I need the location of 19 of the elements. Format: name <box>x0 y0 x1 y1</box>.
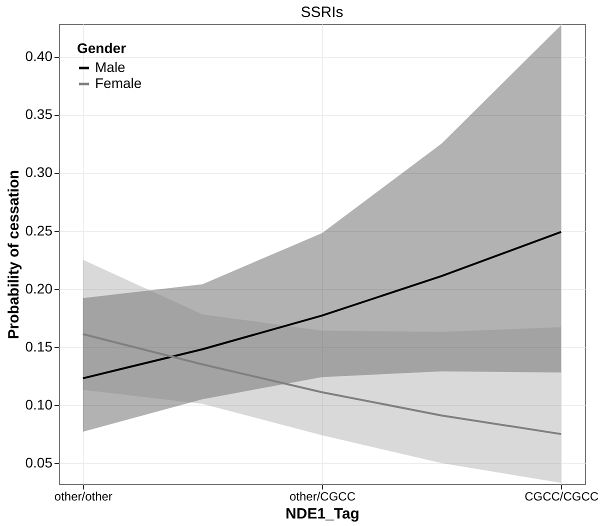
x-tick-label: other/other <box>54 490 112 504</box>
y-tick-label: 0.10 <box>25 396 53 413</box>
y-tick-label: 0.15 <box>25 338 53 354</box>
y-tick-label: 0.40 <box>25 48 53 64</box>
line-series <box>82 230 562 380</box>
y-tick-label: 0.05 <box>25 454 53 471</box>
line-series <box>82 333 562 436</box>
y-tick-label: 0.30 <box>25 164 53 180</box>
chart-title: SSRIs <box>300 4 344 21</box>
x-tick-label: other/CGCC <box>289 490 356 504</box>
legend-title: Gender <box>77 40 127 56</box>
y-tick-label: 0.35 <box>25 106 53 122</box>
legend-label: Female <box>95 75 142 91</box>
legend-label: Male <box>95 59 126 75</box>
y-axis-title: Probability of cessation <box>5 170 22 340</box>
x-tick-label: CGCC/CGCC <box>524 490 599 504</box>
y-tick-label: 0.20 <box>25 280 53 296</box>
x-axis-title: NDE1_Tag <box>286 506 360 522</box>
y-tick-label: 0.25 <box>25 222 53 238</box>
